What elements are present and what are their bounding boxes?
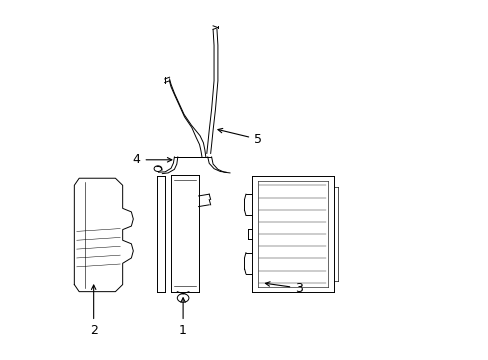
Text: 4: 4: [132, 153, 171, 166]
Circle shape: [177, 294, 188, 302]
Text: 2: 2: [89, 285, 98, 337]
Text: 3: 3: [265, 282, 303, 294]
Text: 1: 1: [179, 298, 186, 337]
Text: 5: 5: [218, 129, 262, 146]
